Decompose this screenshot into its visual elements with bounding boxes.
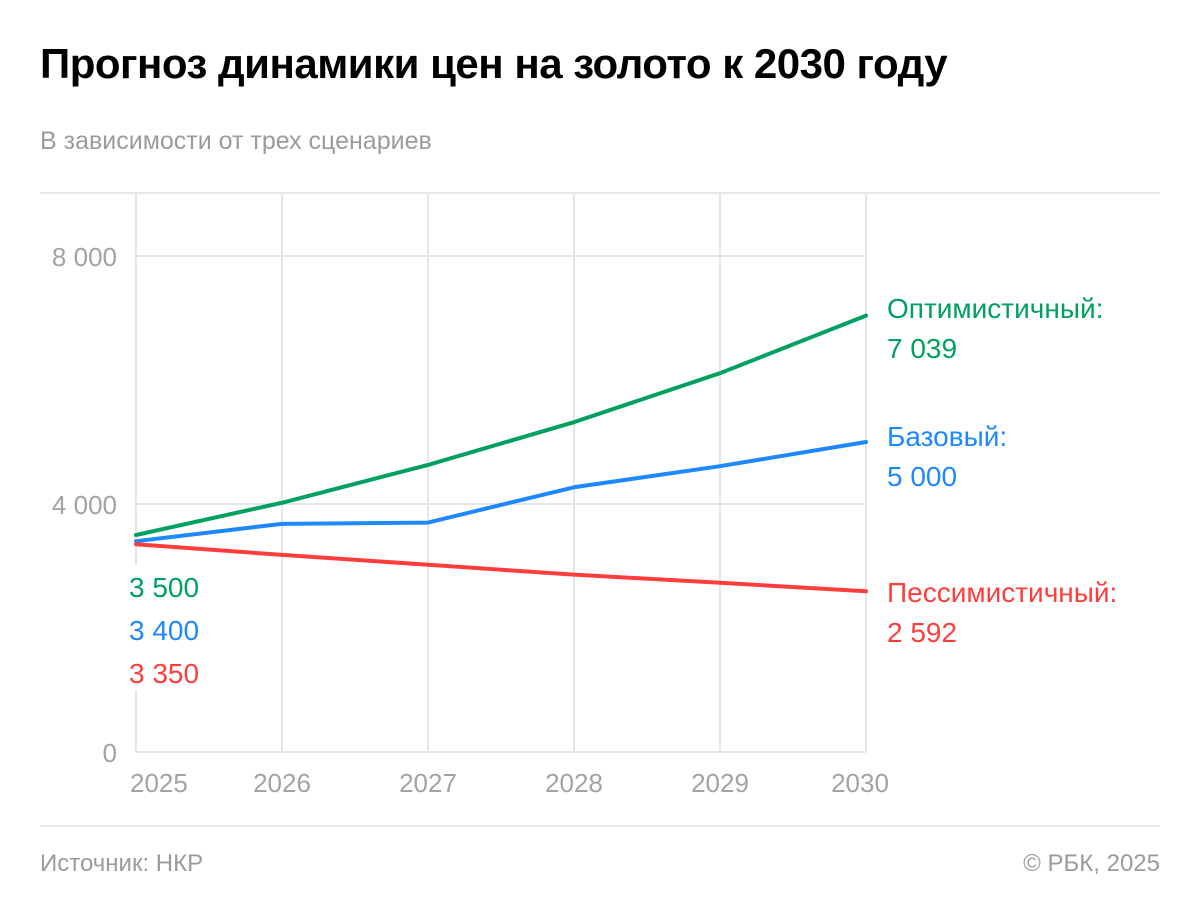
label-background	[126, 565, 226, 690]
y-tick-label: 4 000	[52, 490, 117, 520]
x-tick-label: 2030	[831, 768, 889, 798]
x-tick-label: 2025	[130, 768, 188, 798]
y-tick-label: 8 000	[52, 242, 117, 272]
end-value-label: 2 592	[887, 617, 957, 648]
series-line-Базовый	[134, 440, 868, 544]
x-tick-label: 2026	[253, 768, 311, 798]
start-value-label: 3 350	[129, 658, 199, 689]
chart-title: Прогноз динамики цен на золото к 2030 го…	[40, 40, 948, 87]
x-tick-label: 2027	[399, 768, 457, 798]
y-tick-label: 0	[103, 738, 117, 768]
x-tick-label: 2029	[691, 768, 749, 798]
x-axis-ticks: 2025 2026 2027 2028 2029 2030	[130, 768, 889, 798]
grid	[135, 194, 867, 753]
series-line-Оптимистичный	[134, 313, 868, 537]
end-value-label: 7 039	[887, 333, 957, 364]
end-series-name-label: Пессимистичный:	[887, 577, 1117, 608]
x-tick-label: 2028	[545, 768, 603, 798]
start-value-label: 3 500	[129, 572, 199, 603]
copyright-note: © РБК, 2025	[1023, 850, 1160, 877]
end-value-label: 5 000	[887, 461, 957, 492]
series-labels: 3 500 3 400 3 350 Оптимистичный: 7 039 Базовы…	[126, 293, 1117, 690]
y-axis-ticks: 0 4 000 8 000	[52, 242, 117, 768]
source-note: Источник: НКР	[40, 850, 204, 877]
end-series-name-label: Оптимистичный:	[887, 293, 1103, 324]
top-divider	[40, 192, 1160, 194]
series-lines	[134, 313, 868, 594]
series-line-Пессимистичный	[134, 542, 868, 594]
chart-subtitle: В зависимости от трех сценариев	[40, 127, 432, 155]
bottom-divider	[40, 825, 1160, 827]
start-value-label: 3 400	[129, 615, 199, 646]
end-series-name-label: Базовый:	[887, 421, 1007, 452]
